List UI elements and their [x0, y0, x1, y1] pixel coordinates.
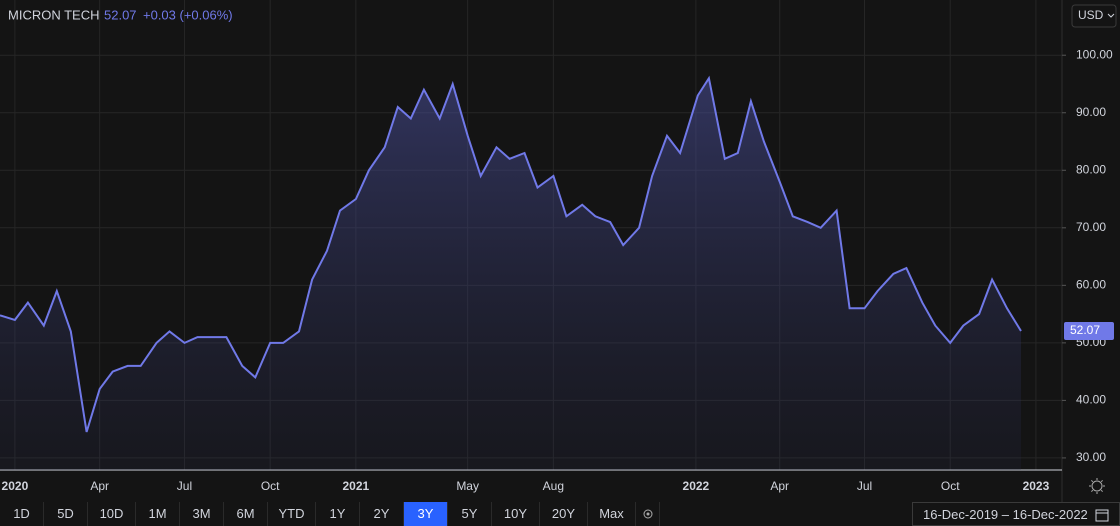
range-button[interactable]: 2Y — [360, 502, 404, 526]
area-fill — [0, 78, 1022, 470]
x-tick-label: Aug — [543, 479, 564, 493]
last-price-box — [1064, 321, 1114, 340]
range-button[interactable]: 10D — [88, 502, 136, 526]
x-tick-label: May — [456, 479, 479, 493]
range-button[interactable]: 10Y — [492, 502, 540, 526]
x-tick-label: Jul — [177, 479, 192, 493]
range-button[interactable]: 1M — [136, 502, 180, 526]
x-tick-label: Jul — [857, 479, 872, 493]
header-price: 52.07 — [104, 7, 137, 22]
dropdown-icon — [1107, 13, 1115, 18]
x-tick-label: Apr — [770, 479, 789, 493]
range-button[interactable]: 6M — [224, 502, 268, 526]
gear-icon — [643, 509, 652, 519]
range-button[interactable]: 20Y — [540, 502, 588, 526]
range-button[interactable]: 5D — [44, 502, 88, 526]
x-tick-label: Oct — [261, 479, 280, 493]
x-tick-label: Oct — [941, 479, 960, 493]
range-button[interactable]: 3M — [180, 502, 224, 526]
x-tick-label: Apr — [90, 479, 109, 493]
x-tick-label: 2020 — [2, 479, 29, 493]
x-tick-label: 2021 — [343, 479, 370, 493]
range-button[interactable]: 3Y — [404, 502, 448, 526]
range-button[interactable]: Max — [588, 502, 636, 526]
date-to: 16-Dec-2022 — [1012, 507, 1088, 522]
x-tick-label: 2023 — [1023, 479, 1050, 493]
currency[interactable]: USD — [1078, 8, 1104, 22]
y-tick-label: 90.00 — [1076, 105, 1106, 119]
price-change: +0.03 (+0.06%) — [143, 7, 233, 22]
date-from: 16-Dec-2019 — [923, 507, 999, 522]
y-tick-label: 70.00 — [1076, 220, 1106, 234]
y-tick-label: 100.00 — [1076, 47, 1113, 61]
toolbar-settings[interactable] — [636, 502, 660, 526]
x-tick-label: 2022 — [683, 479, 710, 493]
range-button[interactable]: 5Y — [448, 502, 492, 526]
y-tick-label: 40.00 — [1076, 393, 1106, 407]
settings-icon[interactable] — [1089, 478, 1105, 494]
y-tick-label: 80.00 — [1076, 162, 1106, 176]
y-tick-label: 60.00 — [1076, 278, 1106, 292]
chart: MICRON TECH 52.07 +0.03 (+0.06%) USD 30.… — [0, 0, 1117, 502]
range-button[interactable]: 1Y — [316, 502, 360, 526]
date-range[interactable]: 16-Dec-2019 – 16-Dec-2022 — [912, 502, 1120, 526]
range-button[interactable]: 1D — [0, 502, 44, 526]
price-line — [0, 75, 1022, 433]
last-price-label: 52.07 — [1070, 323, 1100, 337]
calendar-icon — [1095, 509, 1109, 522]
y-tick-label: 30.00 — [1076, 450, 1106, 464]
chart-title: MICRON TECH — [8, 7, 99, 22]
currency-button[interactable] — [1071, 4, 1117, 28]
range-button[interactable]: YTD — [268, 502, 316, 526]
